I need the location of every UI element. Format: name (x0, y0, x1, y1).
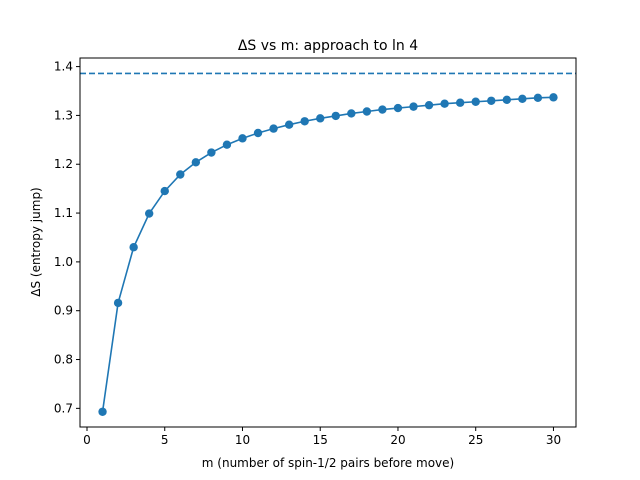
data-point (284, 120, 294, 129)
data-point (129, 243, 138, 252)
x-tick-label: 10 (235, 433, 250, 447)
chart-title: ΔS vs m: approach to ln 4 (238, 38, 418, 54)
data-point (207, 148, 216, 157)
data-point (487, 96, 496, 105)
x-tick-label: 25 (468, 433, 483, 447)
data-point (424, 100, 434, 110)
series-layer (98, 93, 558, 416)
axes-frame (79, 57, 577, 428)
y-tick-label: 1.1 (54, 206, 73, 220)
data-point (98, 407, 107, 416)
data-point (160, 186, 169, 196)
x-tick-label: 15 (313, 433, 328, 447)
data-point (253, 128, 263, 138)
y-tick-label: 1.2 (54, 157, 73, 171)
data-point (455, 98, 465, 107)
data-point (533, 93, 543, 103)
x-axis-label: m (number of spin-1/2 pairs before move) (202, 456, 454, 470)
data-point (191, 158, 201, 167)
data-point (440, 99, 449, 108)
data-point (471, 97, 480, 106)
x-axis-ticks: 0 5 10 15 20 25 30 (83, 427, 561, 447)
x-tick-label: 0 (83, 433, 91, 447)
data-point (113, 298, 123, 308)
x-tick-label: 20 (390, 433, 405, 447)
x-tick-label: 5 (161, 433, 169, 447)
data-point (518, 94, 527, 104)
y-tick-label: 1.3 (54, 108, 73, 122)
x-tick-label: 30 (546, 433, 561, 447)
y-axis-ticks: 0.7 0.8 0.9 1.0 1.1 1.2 1.3 1.4 (54, 60, 80, 415)
y-tick-label: 0.7 (54, 401, 73, 415)
data-point (300, 117, 309, 126)
data-point (549, 93, 558, 102)
data-point (331, 111, 340, 121)
data-point (393, 103, 403, 113)
data-point (502, 95, 512, 104)
data-point (176, 170, 185, 179)
data-point (222, 140, 232, 149)
y-axis-label: ΔS (entropy jump) (29, 187, 43, 297)
y-tick-label: 0.8 (54, 353, 73, 367)
data-point (238, 134, 247, 143)
data-point (144, 209, 154, 218)
y-tick-label: 1.4 (54, 60, 73, 74)
data-point (362, 107, 372, 116)
data-point (316, 114, 325, 123)
data-point (347, 109, 356, 118)
data-point (409, 102, 418, 111)
data-point (378, 105, 387, 114)
data-point (269, 124, 278, 133)
y-tick-label: 0.9 (54, 304, 73, 318)
y-tick-label: 1.0 (54, 255, 73, 269)
